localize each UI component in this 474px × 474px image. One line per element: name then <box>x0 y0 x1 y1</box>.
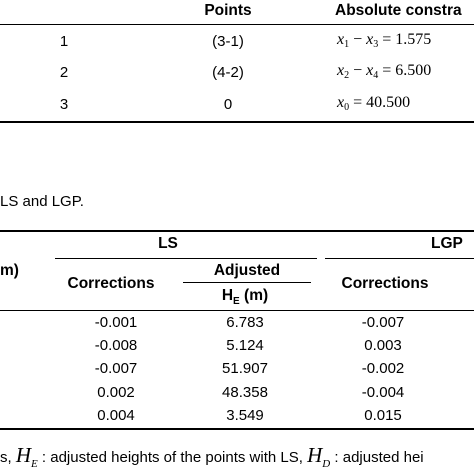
row-points: 0 <box>223 96 233 113</box>
symbol-h-e: HE <box>15 443 38 471</box>
ls-corrections-cell: 0.004 <box>97 407 135 424</box>
lgp-group-rule <box>325 258 474 259</box>
row-constraint: x0 = 40.500 <box>337 94 411 113</box>
ls-adjusted-cell: 6.783 <box>226 314 264 331</box>
symbol-h-d: HD <box>307 443 331 471</box>
ls-group-rule <box>55 258 317 259</box>
bottom-table-bottom-rule <box>0 428 474 430</box>
table-footnote: s, HE : adjusted heights of the points w… <box>0 443 424 471</box>
row-index: 1 <box>59 33 69 50</box>
ls-corrections-cell: -0.007 <box>94 360 138 377</box>
header-ls-corrections: Corrections <box>67 275 155 292</box>
lgp-corrections-cell: 0.003 <box>364 337 402 354</box>
left-partial-header: m) <box>0 262 19 279</box>
ls-adjusted-cell: 3.549 <box>226 407 264 424</box>
ls-corrections-cell: 0.002 <box>97 384 135 401</box>
top-table-bottom-rule <box>0 121 474 123</box>
ls-adjusted-cell: 48.358 <box>222 384 268 401</box>
header-absolute-constraint: Absolute constra <box>335 2 462 19</box>
group-header-lgp: LGP <box>431 235 463 252</box>
ls-adjusted-cell: 5.124 <box>226 337 264 354</box>
header-lgp-corrections: Corrections <box>341 275 429 292</box>
top-table-header-rule <box>0 24 474 25</box>
lgp-corrections-cell: -0.002 <box>361 360 405 377</box>
group-header-ls: LS <box>158 235 178 252</box>
adjusted-underline <box>183 282 311 283</box>
row-points: (4-2) <box>212 64 244 81</box>
ls-corrections-cell: -0.008 <box>94 337 138 354</box>
lgp-corrections-cell: -0.007 <box>361 314 405 331</box>
bottom-table-top-rule <box>0 230 474 232</box>
row-constraint: x1 − x3 = 1.575 <box>337 31 432 50</box>
row-constraint: x2 − x4 = 6.500 <box>337 62 432 81</box>
bottom-table-header-rule <box>0 310 474 311</box>
header-ls-adjusted: Adjusted <box>213 262 281 279</box>
lgp-corrections-cell: -0.004 <box>361 384 405 401</box>
row-index: 2 <box>59 64 69 81</box>
lgp-corrections-cell: 0.015 <box>364 407 402 424</box>
header-ls-adjusted-unit: HE (m) <box>221 287 269 308</box>
header-points: Points <box>204 2 252 19</box>
row-points: (3-1) <box>212 33 244 50</box>
table-caption: LS and LGP. <box>0 193 84 210</box>
row-index: 3 <box>59 96 69 113</box>
ls-adjusted-cell: 51.907 <box>222 360 268 377</box>
ls-corrections-cell: -0.001 <box>94 314 138 331</box>
